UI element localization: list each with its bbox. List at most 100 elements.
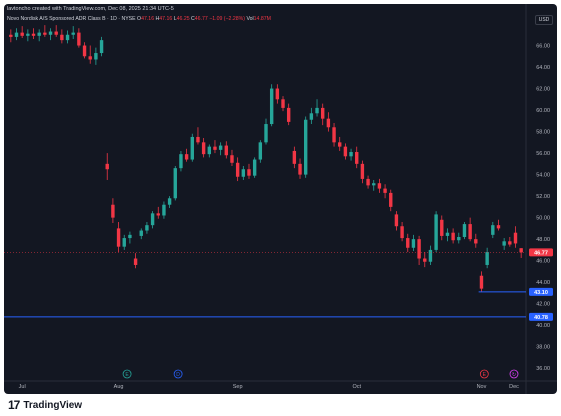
candle-body [31,33,36,36]
event-marker-glyph: E [125,372,129,378]
event-marker-ring [122,369,132,379]
event-marker-ring [479,369,489,379]
candle-body [218,145,223,150]
candle-body [275,88,280,100]
x-tick-label: Jul [19,384,26,390]
candle-body [496,225,501,229]
legend-change: −1.09 (−2.28%) [209,16,245,22]
candle-body [338,142,342,147]
event-marker-glyph: E [483,372,487,378]
current-price-badge [529,248,553,257]
currency-button[interactable]: USD [535,15,553,25]
candle-body [77,32,81,46]
candle-body [321,107,325,119]
candle-body [372,183,376,186]
candlestick-chart[interactable]: 66.00 64.00 62.00 60.00 58.00 56.00 54.00 52.00… [4,4,557,394]
candle-body [315,107,319,114]
legend-volume-value: 14.87M [253,16,271,22]
candle-body [286,107,291,122]
level-badge [529,287,553,296]
x-tick-label: Oct [352,384,361,390]
candle-body [156,213,160,216]
current-price-label: 46.77 [534,250,548,256]
candle-body [474,239,478,244]
candle-body [440,219,444,236]
level-badge [529,312,553,321]
candle-body [389,192,393,207]
y-tick-label: 60.00 [536,108,550,114]
y-tick-label: 46.00 [536,259,550,265]
candle-body [224,145,229,156]
y-tick-label: 42.00 [536,302,550,308]
legend-high-value: 47.16 [159,16,173,22]
candle-body [269,88,274,125]
candle-body [14,32,19,37]
earnings-icon[interactable]: E [122,369,132,379]
candle-body [9,34,13,37]
legend-open-label: O [137,16,142,22]
candle-body [145,225,149,231]
candle-body [519,248,523,253]
y-tick-label: 40.00 [536,323,550,329]
candle-body [26,33,30,36]
candle-body [406,238,410,248]
tradingview-logo-icon: 17 [8,398,20,412]
candle-body [230,155,234,163]
x-tick-label: Dec [509,384,519,390]
candle-body [94,53,98,60]
chart-panel[interactable]: 66.00 64.00 62.00 60.00 58.00 56.00 54.00 52.00… [4,4,557,394]
candle-body [150,213,155,226]
legend-close-value: 46.77 [194,16,208,22]
candle-body [485,252,489,265]
candle-body [423,258,427,262]
candle-body [360,163,365,179]
y-tick-label: 58.00 [536,130,550,136]
candle-body [258,142,263,160]
candle-body [366,178,370,186]
candle-body [48,31,53,35]
level-label: 43.10 [534,290,548,296]
legend-low-label: L [173,16,177,22]
candle-body [383,188,387,193]
level-label: 40.78 [534,315,548,321]
candle-body [298,163,302,175]
candle-body [343,146,348,157]
candle-body [241,169,246,177]
candle-body [462,224,467,237]
candle-body [196,136,200,143]
y-tick-label: 36.00 [536,366,550,372]
y-tick-label: 38.00 [536,345,550,351]
y-tick-label: 54.00 [536,173,550,179]
candle-body [434,214,438,250]
candle-body [445,232,450,236]
candle-body [60,34,64,41]
event-marker-ring [509,369,519,379]
candle-body [502,241,506,246]
y-tick-label: 56.00 [536,151,550,157]
chart-legend: Novo Nordisk A/S Sponsored ADR Class B ·… [7,16,271,22]
candle-body [428,249,433,262]
earnings-icon[interactable]: E [479,369,489,379]
chart-credit: lavtoncho created with TradingView.com, … [7,6,174,12]
legend-high-label: H [155,16,160,22]
legend-open-value: 47.16 [141,16,155,22]
candle-body [65,34,70,41]
candle-body [252,159,257,176]
candle-body [235,162,240,177]
candle-body [292,150,297,164]
news-icon[interactable]: ↻ [509,369,519,379]
event-marker-ring [173,369,183,379]
candle-body [491,225,495,235]
tradingview-logo[interactable]: 17 TradingView [8,398,82,412]
candle-body [394,214,399,227]
candle-body [303,119,308,175]
x-tick-label: Sep [233,384,243,390]
dividend-icon[interactable]: D [173,369,183,379]
candle-body [99,40,104,54]
candle-body [133,258,138,265]
candle-body [247,169,251,176]
candle-body [179,154,183,169]
candle-body [105,163,109,170]
candle-body [37,32,41,36]
